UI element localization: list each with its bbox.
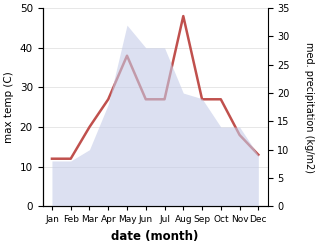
X-axis label: date (month): date (month) xyxy=(111,230,199,243)
Y-axis label: max temp (C): max temp (C) xyxy=(4,71,14,143)
Y-axis label: med. precipitation (kg/m2): med. precipitation (kg/m2) xyxy=(304,42,314,173)
